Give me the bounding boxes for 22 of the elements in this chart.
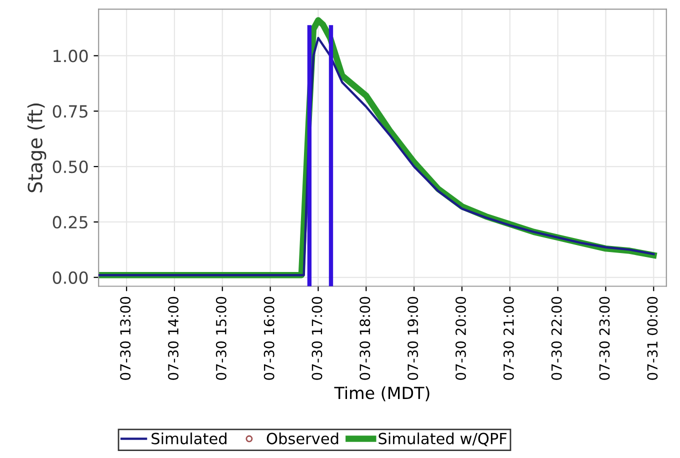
x-tick-label: 07-30 18:00 [360, 296, 370, 380]
x-tick-label: 07-30 17:00 [312, 296, 322, 380]
x-tick-label: 07-30 22:00 [551, 296, 562, 380]
x-tick-label: 07-30 16:00 [264, 296, 274, 380]
x-tick-label: 07-30 23:00 [599, 296, 610, 380]
x-tick-label: 07-31 00:00 [647, 296, 658, 380]
y-tick-label: 0.00 [52, 271, 88, 284]
y-tick-label: 0.75 [52, 105, 88, 118]
x-tick-label: 07-30 15:00 [216, 296, 226, 380]
x-tick-label: 07-30 21:00 [503, 296, 514, 380]
y-axis-title: Stage (ft) [27, 104, 46, 192]
x-tick-label: 07-30 13:00 [120, 296, 131, 380]
y-tick-label: 1.00 [54, 50, 88, 62]
y-tick-label: 0.50 [52, 160, 88, 174]
y-tick-label: 0.25 [52, 216, 88, 229]
x-tick-label: 07-30 20:00 [455, 296, 466, 380]
x-axis-title: Time (MDT) [334, 386, 430, 402]
x-tick-label: 07-30 19:00 [408, 296, 418, 380]
legend-label: Simulated [152, 432, 226, 444]
x-tick-label: 07-30 14:00 [168, 296, 178, 380]
legend-label: Simulated w/QPF [378, 432, 507, 446]
legend-label: Observed [266, 432, 338, 444]
